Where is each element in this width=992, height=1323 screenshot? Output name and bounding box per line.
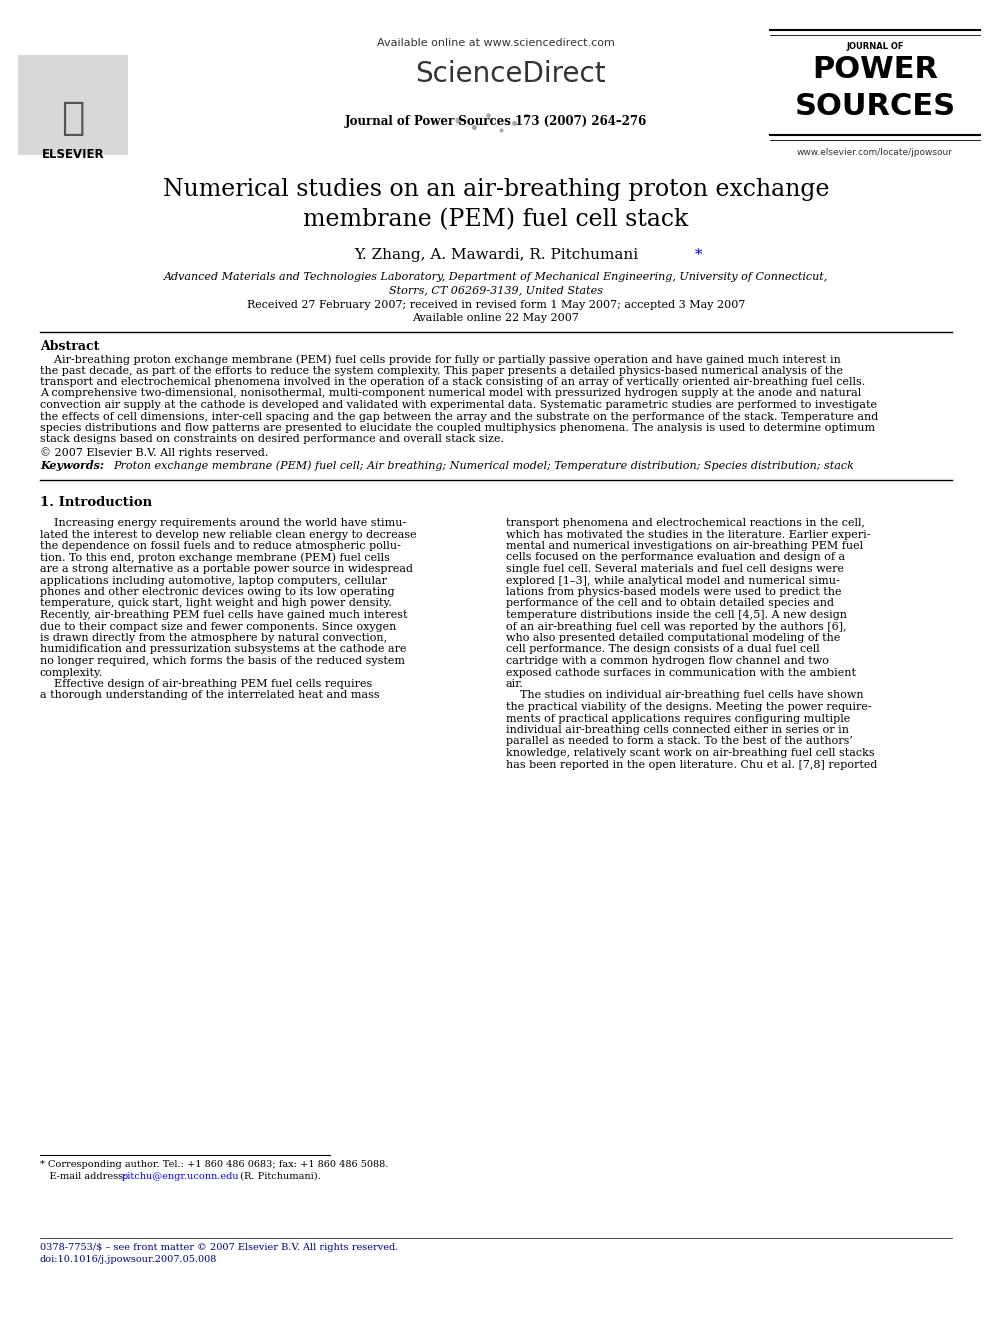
Text: Effective design of air-breathing PEM fuel cells requires: Effective design of air-breathing PEM fu… — [40, 679, 372, 689]
Text: Advanced Materials and Technologies Laboratory, Department of Mechanical Enginee: Advanced Materials and Technologies Labo… — [164, 273, 828, 282]
Text: cell performance. The design consists of a dual fuel cell: cell performance. The design consists of… — [506, 644, 819, 655]
Text: a thorough understanding of the interrelated heat and mass: a thorough understanding of the interrel… — [40, 691, 380, 700]
Text: no longer required, which forms the basis of the reduced system: no longer required, which forms the basi… — [40, 656, 405, 665]
Text: 1. Introduction: 1. Introduction — [40, 496, 152, 509]
Text: Abstract: Abstract — [40, 340, 99, 353]
Text: explored [1–3], while analytical model and numerical simu-: explored [1–3], while analytical model a… — [506, 576, 840, 586]
Text: Y. Zhang, A. Mawardi, R. Pitchumani: Y. Zhang, A. Mawardi, R. Pitchumani — [354, 247, 638, 262]
Text: is drawn directly from the atmosphere by natural convection,: is drawn directly from the atmosphere by… — [40, 632, 387, 643]
Text: Available online 22 May 2007: Available online 22 May 2007 — [413, 314, 579, 323]
Text: who also presented detailed computational modeling of the: who also presented detailed computationa… — [506, 632, 840, 643]
Text: lations from physics-based models were used to predict the: lations from physics-based models were u… — [506, 587, 841, 597]
Text: mental and numerical investigations on air-breathing PEM fuel: mental and numerical investigations on a… — [506, 541, 863, 550]
Text: cells focused on the performance evaluation and design of a: cells focused on the performance evaluat… — [506, 553, 845, 562]
Text: ScienceDirect: ScienceDirect — [415, 60, 605, 89]
Text: transport phenomena and electrochemical reactions in the cell,: transport phenomena and electrochemical … — [506, 519, 865, 528]
Text: Recently, air-breathing PEM fuel cells have gained much interest: Recently, air-breathing PEM fuel cells h… — [40, 610, 408, 620]
Text: Available online at www.sciencedirect.com: Available online at www.sciencedirect.co… — [377, 38, 615, 48]
Text: Increasing energy requirements around the world have stimu-: Increasing energy requirements around th… — [40, 519, 407, 528]
Text: applications including automotive, laptop computers, cellular: applications including automotive, lapto… — [40, 576, 387, 586]
Text: JOURNAL OF: JOURNAL OF — [846, 42, 904, 52]
Bar — [18, 56, 128, 155]
Text: Numerical studies on an air-breathing proton exchange: Numerical studies on an air-breathing pr… — [163, 179, 829, 201]
Text: A comprehensive two-dimensional, nonisothermal, multi-component numerical model : A comprehensive two-dimensional, nonisot… — [40, 389, 861, 398]
Text: temperature, quick start, light weight and high power density.: temperature, quick start, light weight a… — [40, 598, 392, 609]
Text: stack designs based on constraints on desired performance and overall stack size: stack designs based on constraints on de… — [40, 434, 504, 445]
Text: Air-breathing proton exchange membrane (PEM) fuel cells provide for fully or par: Air-breathing proton exchange membrane (… — [40, 355, 841, 365]
Text: Received 27 February 2007; received in revised form 1 May 2007; accepted 3 May 2: Received 27 February 2007; received in r… — [247, 300, 745, 310]
Text: the effects of cell dimensions, inter-cell spacing and the gap between the array: the effects of cell dimensions, inter-ce… — [40, 411, 878, 422]
Text: exposed cathode surfaces in communication with the ambient: exposed cathode surfaces in communicatio… — [506, 668, 856, 677]
Text: 🌳: 🌳 — [62, 99, 84, 138]
Text: www.elsevier.com/locate/jpowsour: www.elsevier.com/locate/jpowsour — [797, 148, 953, 157]
Text: * Corresponding author. Tel.: +1 860 486 0683; fax: +1 860 486 5088.: * Corresponding author. Tel.: +1 860 486… — [40, 1160, 389, 1170]
Text: species distributions and flow patterns are presented to elucidate the coupled m: species distributions and flow patterns … — [40, 423, 875, 433]
Text: lated the interest to develop new reliable clean energy to decrease: lated the interest to develop new reliab… — [40, 529, 417, 540]
Text: tion. To this end, proton exchange membrane (PEM) fuel cells: tion. To this end, proton exchange membr… — [40, 553, 390, 564]
Text: transport and electrochemical phenomena involved in the operation of a stack con: transport and electrochemical phenomena … — [40, 377, 865, 388]
Text: performance of the cell and to obtain detailed species and: performance of the cell and to obtain de… — [506, 598, 834, 609]
Text: temperature distributions inside the cell [4,5]. A new design: temperature distributions inside the cel… — [506, 610, 847, 620]
Text: The studies on individual air-breathing fuel cells have shown: The studies on individual air-breathing … — [506, 691, 864, 700]
Text: the past decade, as part of the efforts to reduce the system complexity. This pa: the past decade, as part of the efforts … — [40, 365, 843, 376]
Text: the practical viability of the designs. Meeting the power require-: the practical viability of the designs. … — [506, 703, 872, 712]
Text: POWER: POWER — [812, 56, 938, 83]
Text: single fuel cell. Several materials and fuel cell designs were: single fuel cell. Several materials and … — [506, 564, 844, 574]
Text: ments of practical applications requires configuring multiple: ments of practical applications requires… — [506, 713, 850, 724]
Text: Keywords:: Keywords: — [40, 460, 104, 471]
Text: parallel as needed to form a stack. To the best of the authors’: parallel as needed to form a stack. To t… — [506, 737, 853, 746]
Text: complexity.: complexity. — [40, 668, 103, 677]
Text: the dependence on fossil fuels and to reduce atmospheric pollu-: the dependence on fossil fuels and to re… — [40, 541, 401, 550]
Text: air.: air. — [506, 679, 524, 689]
Text: Journal of Power Sources 173 (2007) 264–276: Journal of Power Sources 173 (2007) 264–… — [345, 115, 647, 128]
Text: convection air supply at the cathode is developed and validated with experimenta: convection air supply at the cathode is … — [40, 400, 877, 410]
Text: individual air-breathing cells connected either in series or in: individual air-breathing cells connected… — [506, 725, 849, 736]
Text: © 2007 Elsevier B.V. All rights reserved.: © 2007 Elsevier B.V. All rights reserved… — [40, 447, 269, 458]
Text: are a strong alternative as a portable power source in widespread: are a strong alternative as a portable p… — [40, 564, 413, 574]
Text: has been reported in the open literature. Chu et al. [7,8] reported: has been reported in the open literature… — [506, 759, 877, 770]
Text: ELSEVIER: ELSEVIER — [42, 148, 104, 161]
Text: Proton exchange membrane (PEM) fuel cell; Air breathing; Numerical model; Temper: Proton exchange membrane (PEM) fuel cell… — [113, 460, 854, 471]
Text: which has motivated the studies in the literature. Earlier experi-: which has motivated the studies in the l… — [506, 529, 871, 540]
Text: membrane (PEM) fuel cell stack: membrane (PEM) fuel cell stack — [304, 208, 688, 232]
Text: Storrs, CT 06269-3139, United States: Storrs, CT 06269-3139, United States — [389, 284, 603, 295]
Text: phones and other electronic devices owing to its low operating: phones and other electronic devices owin… — [40, 587, 395, 597]
Text: knowledge, relatively scant work on air-breathing fuel cell stacks: knowledge, relatively scant work on air-… — [506, 747, 875, 758]
Text: 0378-7753/$ – see front matter © 2007 Elsevier B.V. All rights reserved.: 0378-7753/$ – see front matter © 2007 El… — [40, 1244, 399, 1252]
Text: of an air-breathing fuel cell was reported by the authors [6],: of an air-breathing fuel cell was report… — [506, 622, 846, 631]
Text: pitchu@engr.uconn.edu: pitchu@engr.uconn.edu — [122, 1172, 240, 1181]
Text: humidification and pressurization subsystems at the cathode are: humidification and pressurization subsys… — [40, 644, 407, 655]
Text: E-mail address:: E-mail address: — [40, 1172, 130, 1181]
Text: SOURCES: SOURCES — [795, 93, 955, 120]
Text: doi:10.1016/j.jpowsour.2007.05.008: doi:10.1016/j.jpowsour.2007.05.008 — [40, 1256, 217, 1263]
Text: (R. Pitchumani).: (R. Pitchumani). — [237, 1172, 320, 1181]
Text: cartridge with a common hydrogen flow channel and two: cartridge with a common hydrogen flow ch… — [506, 656, 829, 665]
Text: *: * — [690, 247, 702, 262]
Text: due to their compact size and fewer components. Since oxygen: due to their compact size and fewer comp… — [40, 622, 397, 631]
